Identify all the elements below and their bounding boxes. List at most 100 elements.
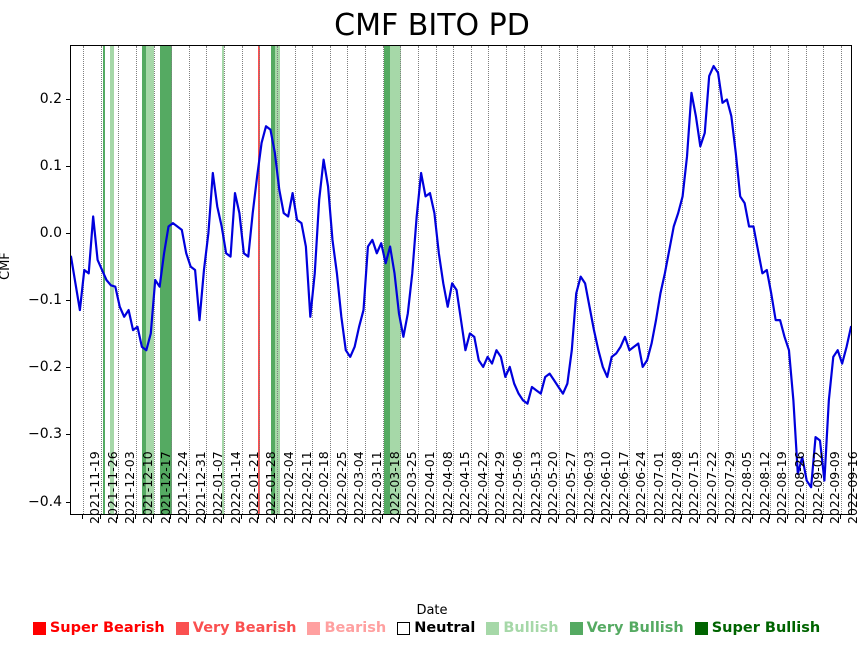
x-tick-mark [751,515,753,519]
y-tick-label: −0.4 [28,493,62,510]
y-tick-label: −0.3 [28,426,62,443]
x-tick-mark [434,515,436,519]
signal-band [142,46,147,514]
x-tick-label: 2021-12-24 [175,451,191,524]
x-tick-label: 2021-12-31 [192,451,208,524]
x-tick-label: 2022-03-25 [404,451,420,524]
x-tick-label: 2022-09-16 [845,451,860,524]
x-tick-mark [205,515,207,519]
gridline [770,46,772,514]
gridline [523,46,525,514]
x-tick-label: 2022-04-22 [474,451,490,524]
gridline [788,46,790,514]
x-tick-mark [99,515,101,519]
legend-item[interactable]: Super Bearish [32,620,165,636]
gridline [171,46,173,514]
x-tick-label: 2022-03-18 [386,451,402,524]
x-tick-label: 2021-11-19 [87,451,102,524]
x-tick-label: 2022-05-27 [562,451,578,524]
legend-label: Very Bullish [586,620,684,636]
signal-band [110,46,114,514]
x-tick-label: 2022-02-18 [316,451,332,524]
x-tick-label: 2022-08-05 [739,451,755,524]
gridline [629,46,631,514]
x-tick-mark [346,515,348,519]
x-tick-label: 2022-07-29 [721,451,737,524]
x-tick-mark [681,515,683,519]
signal-band [257,46,260,514]
x-tick-mark [716,515,718,519]
x-tick-label: 2022-04-01 [421,451,437,524]
gridline [382,46,384,514]
gridline [470,46,472,514]
signal-band [384,46,390,514]
x-tick-mark [240,515,242,519]
gridline [488,46,490,514]
legend-item[interactable]: Bullish [486,620,559,636]
gridline [717,46,719,514]
x-tick-label: 2022-05-13 [527,451,543,524]
gridline [118,46,120,514]
legend-item[interactable]: Very Bullish [569,620,684,636]
x-tick-mark [364,515,366,519]
legend-item[interactable]: Neutral [397,620,475,636]
gridline [276,46,278,514]
legend-label: Super Bullish [711,620,821,636]
legend-label: Very Bearish [192,620,297,636]
y-tick-label: 0.1 [39,157,62,174]
y-tick-mark [66,367,70,369]
x-tick-label: 2022-06-03 [580,451,596,524]
legend-swatch-icon [307,621,321,635]
x-tick-label: 2022-04-29 [492,451,508,524]
x-tick-label: 2022-02-11 [298,451,314,524]
legend-label: Super Bearish [49,620,165,636]
x-tick-label: 2022-01-21 [245,451,261,524]
gridline [611,46,613,514]
x-tick-label: 2022-07-22 [703,451,719,524]
x-tick-mark [540,515,542,519]
x-tick-label: 2022-03-04 [351,451,367,524]
x-tick-mark [646,515,648,519]
legend-label: Neutral [414,620,476,636]
x-tick-label: 2022-04-08 [439,451,455,524]
x-tick-mark [187,515,189,519]
gridline [400,46,402,514]
x-tick-label: 2022-05-20 [545,451,561,524]
x-tick-mark [381,515,383,519]
x-tick-label: 2022-03-11 [369,451,385,524]
x-tick-label: 2022-02-04 [280,451,296,524]
legend-item[interactable]: Bearish [307,620,386,636]
x-tick-label: 2022-07-08 [668,451,684,524]
x-tick-mark [82,515,83,519]
x-tick-mark [487,515,489,519]
x-tick-mark [170,515,172,519]
legend-item[interactable]: Very Bearish [175,620,297,636]
y-tick-label: 0.2 [39,90,62,107]
y-tick-label: −0.2 [28,359,62,376]
signal-band [159,46,173,514]
x-tick-label: 2022-09-02 [809,451,825,524]
legend-item[interactable]: Super Bullish [694,620,821,636]
x-tick-label: 2022-08-12 [756,451,772,524]
x-tick-mark [575,515,577,519]
x-tick-label: 2021-11-26 [104,451,120,524]
x-tick-mark [734,515,736,519]
x-tick-mark [822,515,824,519]
x-tick-mark [505,515,507,519]
legend-swatch-icon [569,621,583,635]
y-tick-label: 0.0 [39,225,62,241]
gridline [752,46,754,514]
gridline [329,46,331,514]
legend-label: Bullish [503,620,559,636]
y-tick-label: −0.1 [28,292,62,309]
gridline [100,46,102,514]
x-tick-label: 2022-04-15 [457,451,473,524]
x-tick-mark [311,515,313,519]
x-tick-mark [328,515,330,519]
plot-area [70,45,852,515]
gridline [841,46,842,514]
x-tick-label: 2021-12-10 [139,451,155,524]
legend-swatch-icon [486,621,500,635]
x-tick-label: 2022-01-14 [228,451,244,524]
legend-swatch-icon [397,621,411,635]
